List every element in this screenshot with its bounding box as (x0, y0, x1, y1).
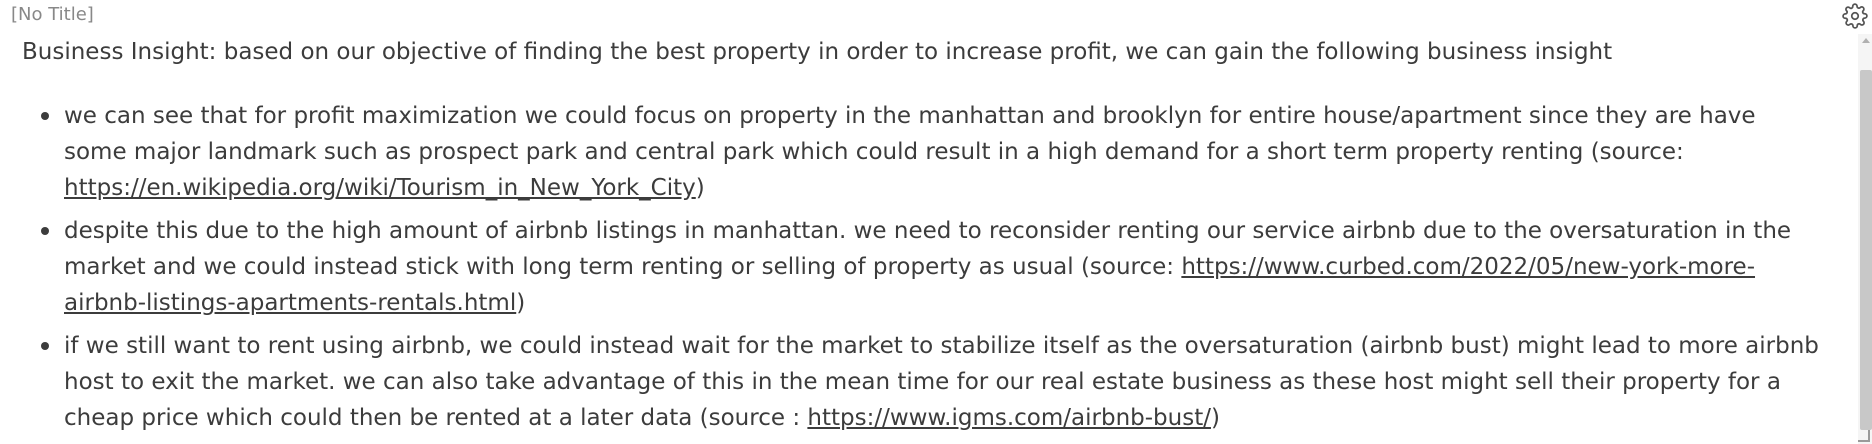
source-link[interactable]: https://www.igms.com/airbnb-bust/ (807, 405, 1211, 431)
list-item: if we still want to rent using airbnb, w… (41, 328, 1820, 436)
list-item-suffix: ) (695, 175, 705, 201)
list-item: we can see that for profit maximization … (41, 98, 1820, 206)
source-link[interactable]: https://en.wikipedia.org/wiki/Tourism_in… (64, 175, 696, 201)
list-item: despite this due to the high amount of a… (41, 213, 1820, 321)
insight-list: we can see that for profit maximization … (22, 98, 1820, 436)
list-item-text: if we still want to rent using airbnb, w… (64, 333, 1819, 431)
list-item-text: we can see that for profit maximization … (64, 103, 1756, 165)
markdown-content: Business Insight: based on our objective… (22, 34, 1820, 443)
gear-icon[interactable] (1842, 3, 1868, 29)
resize-handle-icon[interactable] (1858, 430, 1870, 442)
list-item-suffix: ) (1210, 405, 1220, 431)
list-item-text: despite this due to the high amount of a… (64, 218, 1792, 280)
scrollbar-thumb[interactable] (1860, 70, 1872, 430)
cell-title: [No Title] (11, 4, 94, 25)
list-item-suffix: ) (516, 290, 526, 316)
scroll-up-arrow-icon[interactable] (1862, 38, 1870, 43)
intro-paragraph: Business Insight: based on our objective… (22, 39, 1613, 65)
source-link[interactable]: https://www.curbed.com/2022/05/new-york-… (64, 254, 1756, 316)
